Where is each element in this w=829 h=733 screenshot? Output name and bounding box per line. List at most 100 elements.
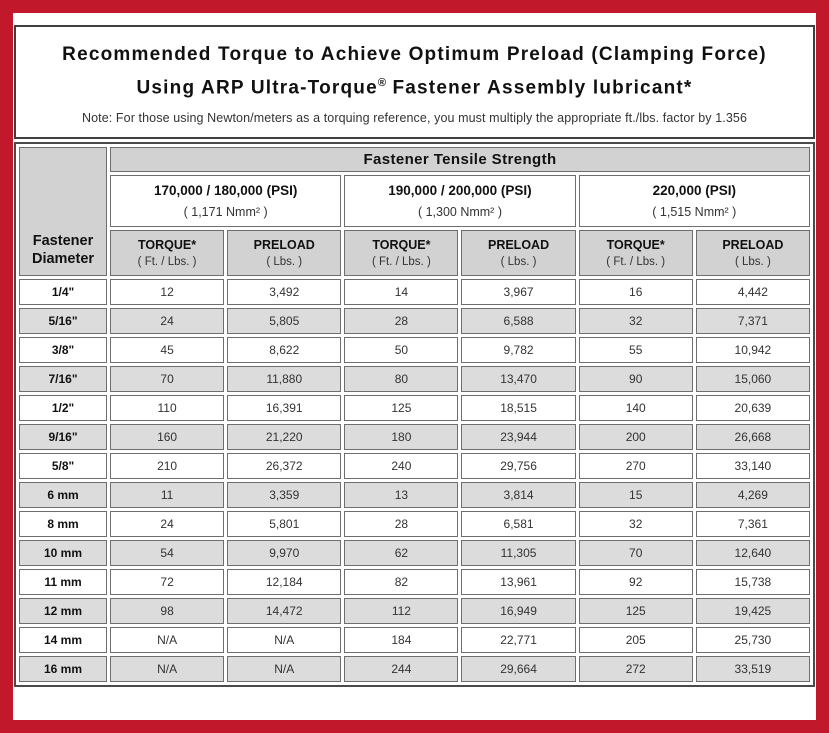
table-row: 10 mm 54 9,970 62 11,305 70 12,640 [19, 540, 810, 566]
table-row: 12 mm 98 14,472 112 16,949 125 19,425 [19, 598, 810, 624]
title-box: Recommended Torque to Achieve Optimum Pr… [14, 25, 815, 139]
diameter-cell: 14 mm [19, 627, 107, 653]
torque-unit: ( Ft. / Lbs. ) [137, 256, 197, 268]
torque-value: 55 [578, 337, 693, 363]
torque-value: 125 [578, 598, 693, 624]
diameter-cell: 7/16" [19, 366, 107, 392]
preload-value: 25,730 [695, 627, 810, 653]
registered-trademark-symbol: ® [377, 77, 386, 89]
preload-value: N/A [227, 656, 342, 682]
preload-value: 33,140 [695, 453, 810, 479]
torque-value: 90 [578, 366, 693, 392]
preload-value: 3,814 [461, 482, 576, 508]
preload-value: 26,372 [227, 453, 342, 479]
preload-value: 3,967 [461, 279, 576, 305]
torque-value: 112 [344, 598, 459, 624]
torque-value: 244 [344, 656, 459, 682]
preload-value: 16,391 [227, 395, 342, 421]
preload-value: 9,970 [227, 540, 342, 566]
diameter-cell: 1/4" [19, 279, 107, 305]
preload-unit: ( Lbs. ) [266, 256, 303, 268]
torque-value: N/A [110, 656, 225, 682]
preload-value: 3,359 [227, 482, 342, 508]
torque-value: 180 [344, 424, 459, 450]
torque-value: 140 [578, 395, 693, 421]
diameter-cell: 8 mm [19, 511, 107, 537]
preload-value: 21,220 [227, 424, 342, 450]
torque-value: 125 [344, 395, 459, 421]
torque-value: 92 [578, 569, 693, 595]
torque-value: 15 [578, 482, 693, 508]
preload-value: 8,622 [227, 337, 342, 363]
preload-value: 6,588 [461, 308, 576, 334]
preload-value: 14,472 [227, 598, 342, 624]
diameter-cell: 16 mm [19, 656, 107, 682]
diameter-cell: 3/8" [19, 337, 107, 363]
torque-value: 110 [110, 395, 225, 421]
title-line-2-post: Fastener Assembly lubricant* [385, 77, 693, 99]
diameter-cell: 6 mm [19, 482, 107, 508]
preload-value: 4,442 [695, 279, 810, 305]
preload-value: 29,756 [461, 453, 576, 479]
table-row: 3/8" 45 8,622 50 9,782 55 10,942 [19, 337, 810, 363]
table-body: 1/4" 12 3,492 14 3,967 16 4,442 5/16" 24 5,805 28 6… [19, 279, 810, 682]
table-row: 5/16" 24 5,805 28 6,588 32 7,371 [19, 308, 810, 334]
psi-group-170-180: 170,000 / 180,000 (PSI) ( 1,171 Nmm² ) [110, 175, 342, 227]
preload-value: 16,949 [461, 598, 576, 624]
preload-value: 7,361 [695, 511, 810, 537]
sub-header-row: TORQUE* ( Ft. / Lbs. ) PRELOAD ( Lbs. ) … [19, 230, 810, 276]
torque-value: 62 [344, 540, 459, 566]
preload-value: 7,371 [695, 308, 810, 334]
nmm-label: ( 1,515 Nmm² ) [652, 205, 737, 219]
table-row: 1/4" 12 3,492 14 3,967 16 4,442 [19, 279, 810, 305]
preload-value: 5,801 [227, 511, 342, 537]
torque-value: 80 [344, 366, 459, 392]
preload-header-2: PRELOAD ( Lbs. ) [461, 230, 576, 276]
torque-value: 32 [578, 308, 693, 334]
diameter-cell: 10 mm [19, 540, 107, 566]
torque-value: 11 [110, 482, 225, 508]
preload-label: PRELOAD [722, 238, 784, 252]
torque-value: 70 [110, 366, 225, 392]
table-row: 7/16" 70 11,880 80 13,470 90 15,060 [19, 366, 810, 392]
torque-value: 16 [578, 279, 693, 305]
preload-header-3: PRELOAD ( Lbs. ) [695, 230, 810, 276]
preload-header-1: PRELOAD ( Lbs. ) [227, 230, 342, 276]
torque-label: TORQUE* [606, 238, 665, 252]
torque-unit: ( Ft. / Lbs. ) [606, 256, 666, 268]
tensile-strength-header: Fastener Tensile Strength [110, 147, 810, 172]
torque-value: 160 [110, 424, 225, 450]
table-row: 16 mm N/A N/A 244 29,664 272 33,519 [19, 656, 810, 682]
preload-value: 19,425 [695, 598, 810, 624]
diameter-cell: 11 mm [19, 569, 107, 595]
torque-value: 13 [344, 482, 459, 508]
psi-label: 220,000 (PSI) [652, 183, 736, 198]
torque-label: TORQUE* [138, 238, 197, 252]
torque-header-1: TORQUE* ( Ft. / Lbs. ) [110, 230, 225, 276]
preload-unit: ( Lbs. ) [734, 256, 771, 268]
nmm-label: ( 1,171 Nmm² ) [183, 205, 268, 219]
diameter-cell: 12 mm [19, 598, 107, 624]
table-row: 1/2" 110 16,391 125 18,515 140 20,639 [19, 395, 810, 421]
torque-table-wrap: Fastener Diameter Fastener Tensile Stren… [14, 142, 815, 687]
preload-label: PRELOAD [253, 238, 315, 252]
psi-group-190-200: 190,000 / 200,000 (PSI) ( 1,300 Nmm² ) [344, 175, 576, 227]
fastener-diameter-header: Fastener Diameter [19, 147, 107, 276]
torque-value: 24 [110, 308, 225, 334]
table-row: 6 mm 11 3,359 13 3,814 15 4,269 [19, 482, 810, 508]
torque-value: 205 [578, 627, 693, 653]
torque-value: 240 [344, 453, 459, 479]
psi-label: 190,000 / 200,000 (PSI) [388, 183, 532, 198]
torque-value: 45 [110, 337, 225, 363]
torque-value: 14 [344, 279, 459, 305]
table-row: 14 mm N/A N/A 184 22,771 205 25,730 [19, 627, 810, 653]
torque-value: 200 [578, 424, 693, 450]
torque-value: 28 [344, 308, 459, 334]
content-frame: Recommended Torque to Achieve Optimum Pr… [13, 13, 816, 720]
fastener-diameter-header-line1: Fastener [32, 233, 94, 249]
torque-value: 54 [110, 540, 225, 566]
preload-value: 26,668 [695, 424, 810, 450]
diameter-cell: 5/16" [19, 308, 107, 334]
preload-value: 13,470 [461, 366, 576, 392]
torque-value: 272 [578, 656, 693, 682]
